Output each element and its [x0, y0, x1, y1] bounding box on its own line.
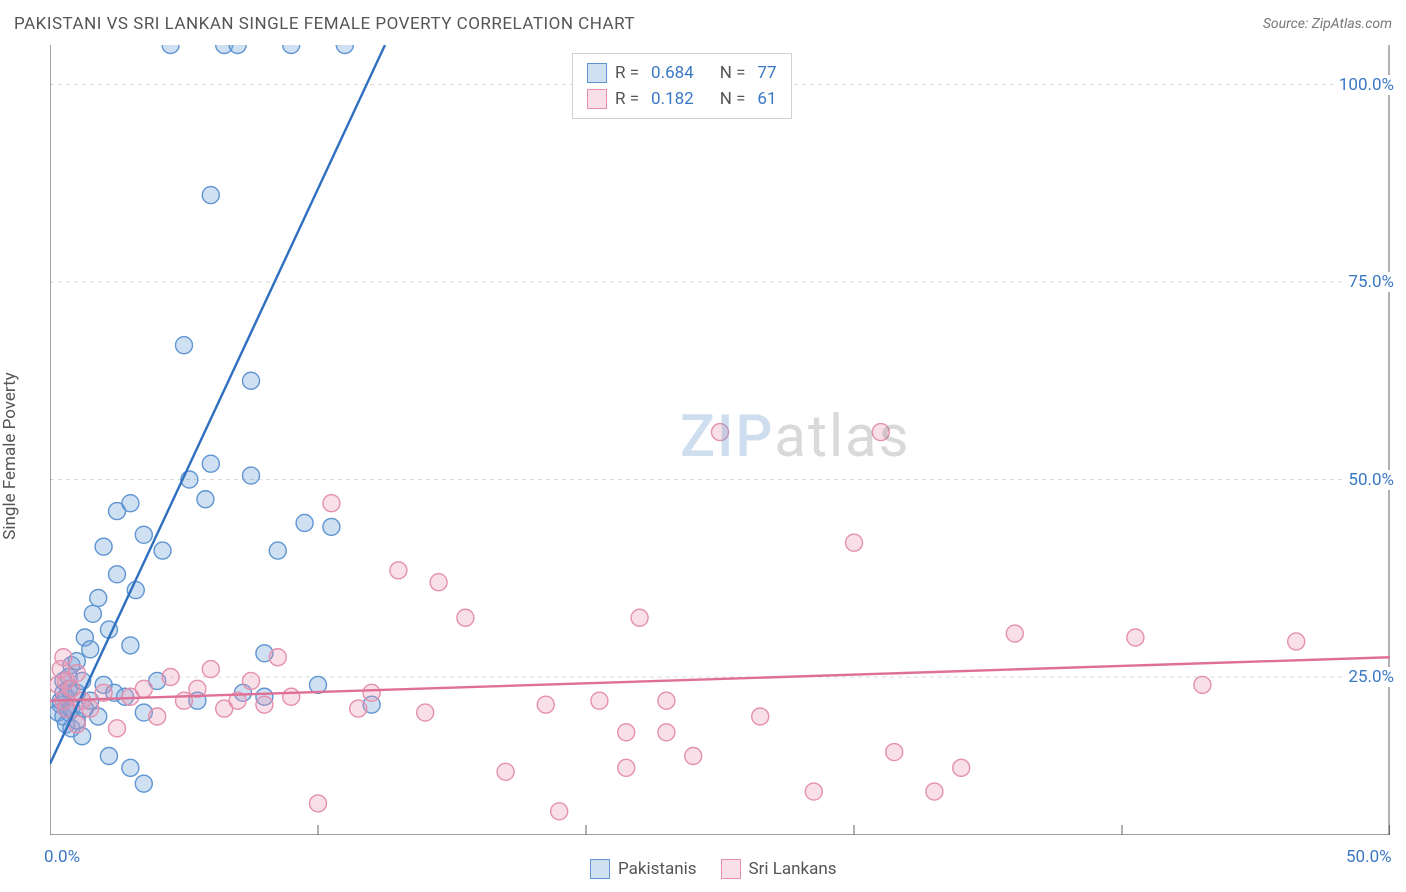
scatter-chart: [50, 45, 1390, 835]
legend-r-label: R =: [615, 89, 639, 109]
legend-series-label: Pakistanis: [618, 859, 697, 879]
legend-swatch: [721, 859, 741, 879]
legend-row: R = 0.684 N = 77: [587, 60, 777, 86]
legend-series: Pakistanis Sri Lankans: [590, 859, 837, 879]
chart-title: PAKISTANI VS SRI LANKAN SINGLE FEMALE PO…: [14, 14, 635, 34]
chart-source: Source: ZipAtlas.com: [1263, 16, 1392, 32]
legend-correlation: R = 0.684 N = 77 R = 0.182 N = 61: [572, 53, 792, 119]
legend-r-label: R =: [615, 63, 639, 83]
legend-swatch: [590, 859, 610, 879]
y-tick: 50.0%: [1342, 470, 1394, 490]
legend-swatch: [587, 89, 607, 109]
legend-n-label: N =: [720, 89, 746, 109]
y-tick: 100.0%: [1333, 75, 1394, 95]
legend-swatch: [587, 63, 607, 83]
legend-n-value: 61: [757, 89, 776, 109]
legend-series-item: Sri Lankans: [721, 859, 837, 879]
y-tick: 25.0%: [1342, 667, 1394, 687]
legend-row: R = 0.182 N = 61: [587, 86, 777, 112]
x-tick: 0.0%: [44, 847, 80, 867]
legend-n-label: N =: [720, 63, 746, 83]
plot-area: ZIPatlas R =0.684N =77R =0.182N =61 25.0…: [50, 45, 1390, 835]
legend-n-value: 77: [757, 63, 776, 83]
legend-r-value: 0.684: [651, 63, 694, 83]
x-tick: 50.0%: [1346, 847, 1392, 867]
legend-r-value: 0.182: [651, 89, 694, 109]
legend-series-label: Sri Lankans: [749, 859, 837, 879]
y-tick: 75.0%: [1342, 272, 1394, 292]
y-axis-label: Single Female Poverty: [0, 372, 20, 539]
legend-series-item: Pakistanis: [590, 859, 697, 879]
